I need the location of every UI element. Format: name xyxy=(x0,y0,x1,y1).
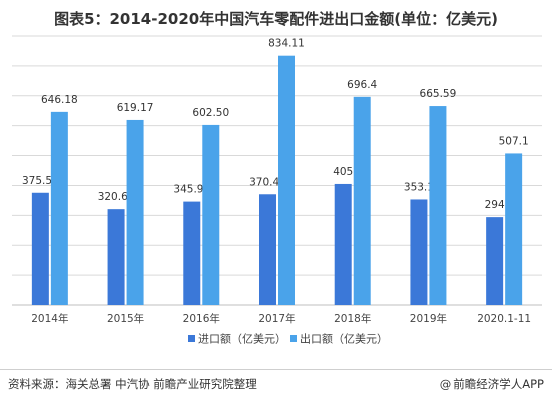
import-bar xyxy=(410,199,428,305)
x-tick-label: 2020.1-11 xyxy=(477,313,531,325)
legend-import-label: 进口额（亿美元） xyxy=(198,333,286,346)
import-value-label: 405 xyxy=(333,166,353,178)
import-value-label: 320.65 xyxy=(98,191,135,203)
export-value-label: 834.11 xyxy=(268,38,305,50)
export-bar xyxy=(353,96,371,305)
chart-title: 图表5：2014-2020年中国汽车零配件进出口金额(单位：亿美元) xyxy=(54,10,498,28)
import-bar xyxy=(183,201,201,305)
import-bar xyxy=(334,183,352,305)
import-bar xyxy=(31,192,49,305)
export-bar xyxy=(126,119,144,305)
export-value-label: 646.18 xyxy=(41,94,78,106)
source-note: 资料来源：海关总署 中汽协 前瞻产业研究院整理 xyxy=(8,377,257,391)
import-value-label: 370.48 xyxy=(249,176,286,188)
export-bar xyxy=(50,111,68,305)
source-divider xyxy=(0,369,552,370)
export-value-label: 507.1 xyxy=(499,135,529,147)
import-bar xyxy=(259,194,276,305)
bar-chart: 375.51 646.18 2014年 320.65 619.17 2015年 345.96… xyxy=(12,35,542,346)
export-value-label: 619.17 xyxy=(117,102,154,114)
export-bar xyxy=(278,55,295,306)
import-bar xyxy=(486,217,504,305)
legend-export-label: 出口额（亿美元） xyxy=(300,332,388,346)
x-tick-label: 2016年 xyxy=(183,312,220,325)
export-value-label: 696.4 xyxy=(347,79,377,91)
brand-name: 前瞻经济学人APP xyxy=(453,377,544,391)
at-icon: @ xyxy=(439,377,452,391)
import-value-label: 375.51 xyxy=(22,175,59,187)
x-tick-label: 2014年 xyxy=(31,312,68,325)
export-bar xyxy=(202,124,220,306)
import-value-label: 353.1 xyxy=(404,181,434,193)
x-tick-label: 2018年 xyxy=(334,312,371,325)
import-value-label: 294 xyxy=(485,199,505,211)
import-bar xyxy=(107,209,125,305)
brand-credit: @ 前瞻经济学人APP xyxy=(440,376,544,392)
import-value-label: 345.96 xyxy=(173,184,210,196)
legend-export-swatch xyxy=(290,335,297,342)
export-bar xyxy=(505,153,523,305)
x-tick-label: 2019年 xyxy=(410,312,447,325)
legend-import-swatch xyxy=(188,335,195,342)
export-value-label: 665.59 xyxy=(420,88,457,100)
export-bar xyxy=(429,106,447,305)
x-tick-label: 2017年 xyxy=(258,312,295,325)
x-tick-label: 2015年 xyxy=(107,312,144,325)
export-value-label: 602.50 xyxy=(192,107,229,119)
